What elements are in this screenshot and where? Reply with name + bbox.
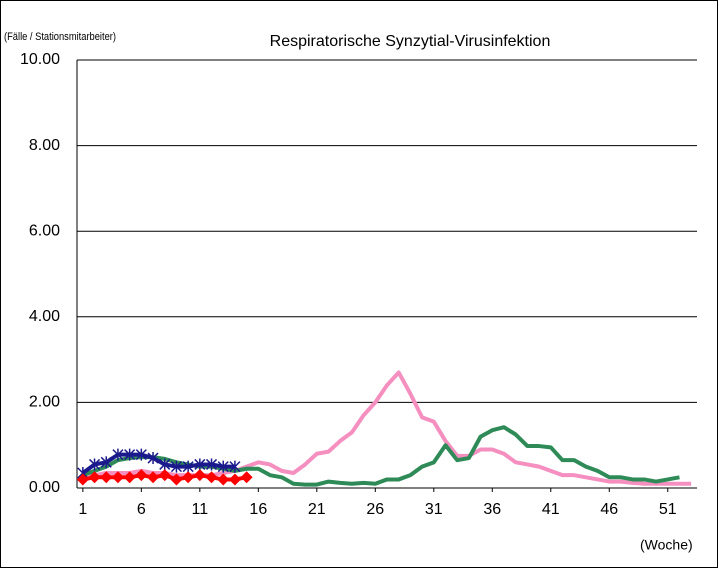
marker xyxy=(112,448,124,461)
x-tick-label: 36 xyxy=(483,501,501,518)
series-line xyxy=(82,370,692,486)
marker xyxy=(240,471,253,484)
marker xyxy=(182,471,195,484)
y-tick-label: 2.00 xyxy=(29,394,60,411)
x-tick-label: 31 xyxy=(425,501,443,518)
x-tick-label: 51 xyxy=(659,501,677,518)
series-line xyxy=(82,425,680,487)
y-tick-label: 4.00 xyxy=(29,308,60,325)
marker xyxy=(193,469,206,482)
y-tick-label: 8.00 xyxy=(29,137,60,154)
x-tick-label: 41 xyxy=(542,501,560,518)
marker xyxy=(228,473,241,486)
chart-title: Respiratorische Synzytial-Virusinfektion xyxy=(270,33,551,50)
marker xyxy=(89,458,101,471)
x-tick-label: 6 xyxy=(137,501,146,518)
x-tick-label: 16 xyxy=(249,501,267,518)
marker xyxy=(158,469,171,482)
marker xyxy=(205,458,218,471)
marker xyxy=(217,460,229,473)
x-tick-label: 1 xyxy=(78,501,87,518)
marker xyxy=(194,458,206,471)
marker xyxy=(135,469,148,482)
marker xyxy=(124,448,136,461)
marker xyxy=(123,471,136,484)
marker xyxy=(88,471,101,484)
marker xyxy=(205,471,218,484)
y-tick-label: 6.00 xyxy=(29,222,60,239)
y-tick-label: 10.00 xyxy=(20,51,60,68)
marker xyxy=(76,473,89,486)
y-axis-label: (Fälle / Stationsmitarbeiter) xyxy=(4,31,116,43)
marker xyxy=(182,460,194,473)
x-tick-label: 46 xyxy=(600,501,618,518)
marker xyxy=(100,471,113,484)
marker xyxy=(229,460,241,473)
marker xyxy=(100,456,112,469)
marker xyxy=(147,452,159,465)
marker xyxy=(159,458,171,471)
x-tick-label: 21 xyxy=(308,501,326,518)
marker xyxy=(111,471,124,484)
marker xyxy=(170,460,182,473)
x-tick-label: 11 xyxy=(192,501,209,518)
y-tick-label: 0.00 xyxy=(29,479,60,496)
x-axis-label: (Woche) xyxy=(640,537,693,553)
x-tick-label: 26 xyxy=(366,501,384,518)
marker xyxy=(135,448,147,461)
marker xyxy=(170,473,183,486)
marker xyxy=(217,473,230,486)
marker xyxy=(147,471,160,484)
